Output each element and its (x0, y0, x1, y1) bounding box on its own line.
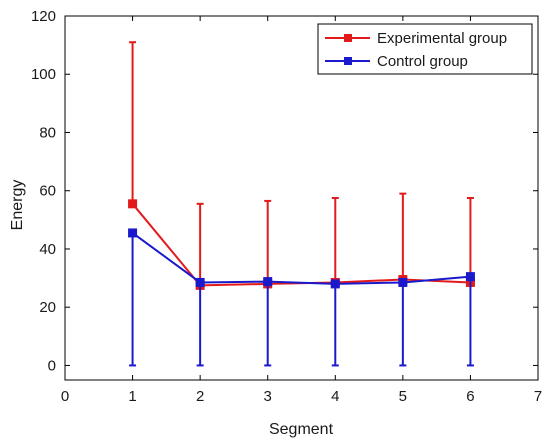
x-tick-label: 4 (331, 388, 339, 405)
series-1 (128, 228, 475, 367)
x-tick-label: 5 (399, 388, 407, 405)
legend: Experimental group Control group (317, 23, 533, 75)
series-layer (128, 41, 475, 367)
legend-label-control: Control group (377, 53, 468, 70)
legend-marker-experimental (344, 34, 352, 42)
y-tick-label: 120 (31, 8, 56, 25)
data-point (128, 228, 138, 238)
plot-frame (64, 15, 539, 381)
x-tick-label: 7 (534, 388, 542, 405)
data-point (330, 279, 340, 289)
y-tick-label: 100 (31, 66, 56, 83)
y-axis-title: Energy (9, 180, 26, 231)
x-tick-label: 1 (128, 388, 136, 405)
y-tick-label: 80 (39, 124, 56, 141)
y-tick-label: 20 (39, 299, 56, 316)
x-tick-label: 6 (466, 388, 474, 405)
data-point (128, 199, 138, 209)
series-line (131, 232, 471, 285)
y-tick-label: 60 (39, 183, 56, 200)
x-tick-label: 2 (196, 388, 204, 405)
series-0 (128, 41, 475, 290)
series-line (131, 203, 471, 287)
legend-label-experimental: Experimental group (377, 30, 507, 47)
axes: 0 1 2 3 4 5 6 7 0 20 40 60 80 100 120 (31, 8, 542, 405)
x-tick-label: 0 (61, 388, 69, 405)
legend-box (317, 23, 533, 75)
data-point (398, 277, 408, 287)
data-point (465, 272, 475, 282)
legend-marker-control (344, 57, 352, 65)
x-tick-label: 3 (264, 388, 272, 405)
x-axis-title: Segment (269, 421, 334, 438)
data-point (195, 277, 205, 287)
y-tick-label: 40 (39, 241, 56, 258)
y-tick-label: 0 (48, 357, 56, 374)
data-point (263, 277, 273, 287)
